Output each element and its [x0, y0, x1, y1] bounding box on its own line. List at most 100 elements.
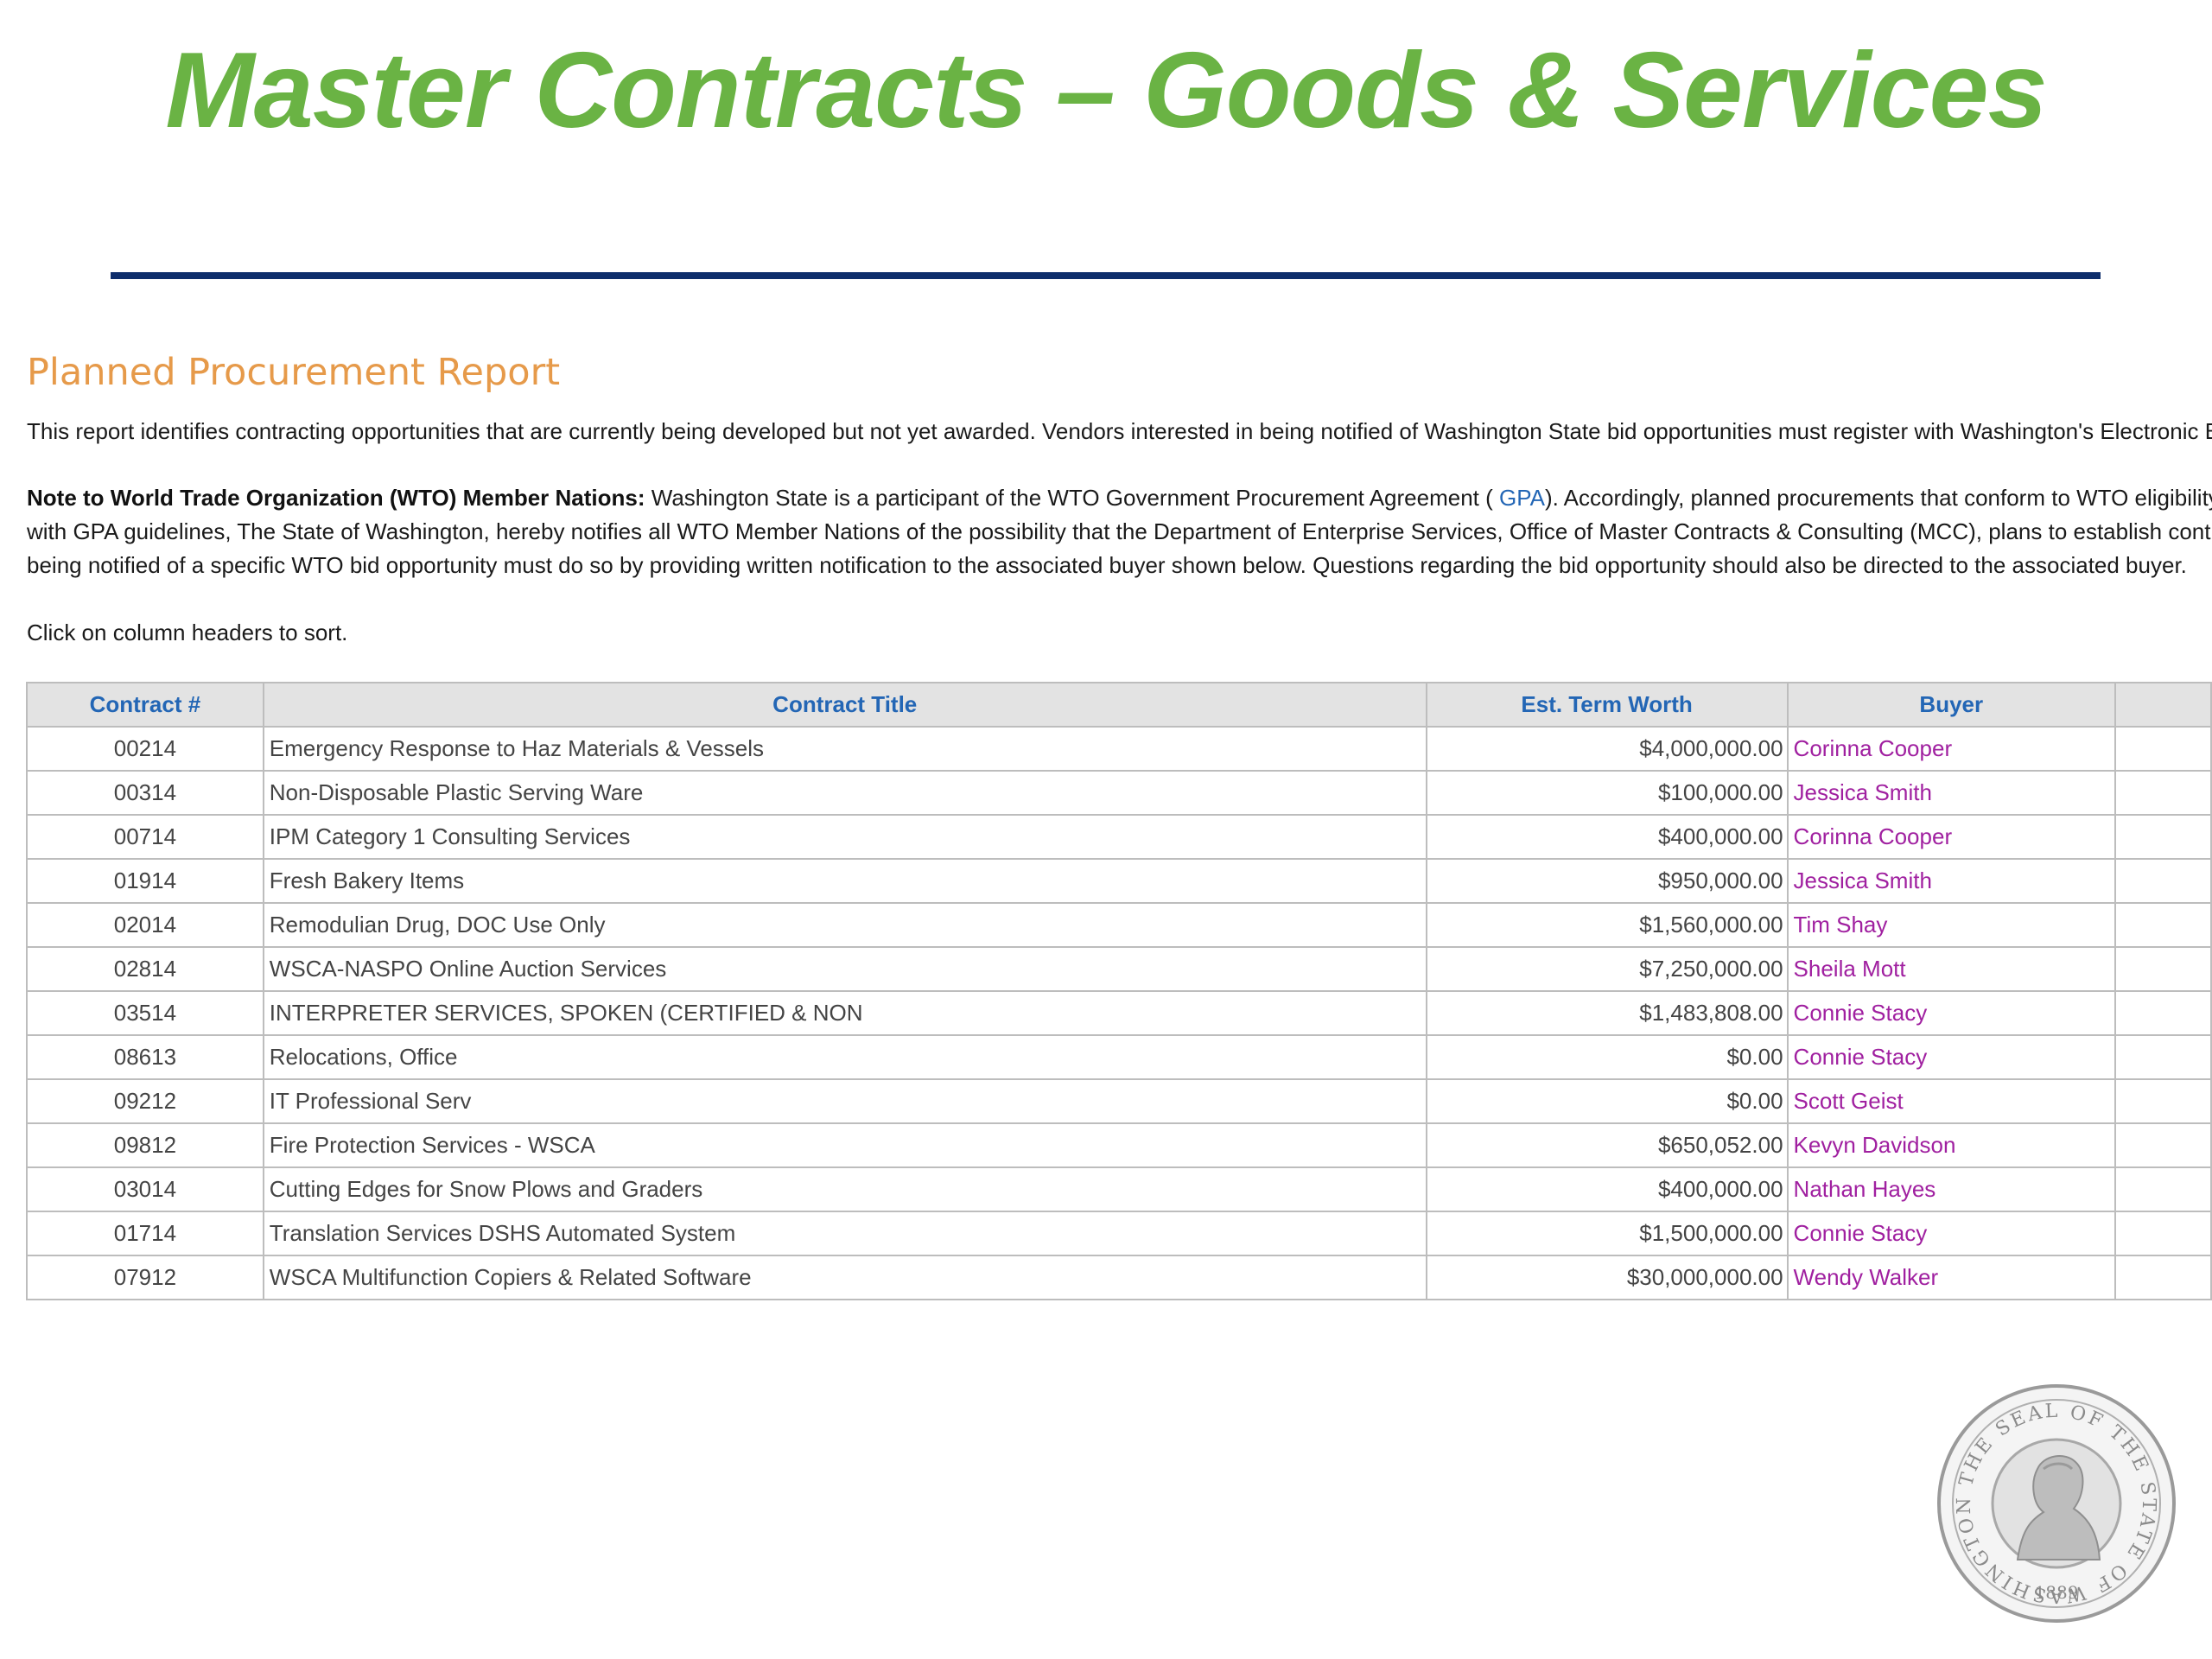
- contract-title-cell: WSCA-NASPO Online Auction Services: [262, 946, 1427, 992]
- contract-number-cell: 01714: [26, 1211, 264, 1256]
- column-header-contract-number[interactable]: Contract #: [26, 682, 264, 728]
- column-header-overflow[interactable]: [2114, 682, 2212, 728]
- contract-title-cell: Emergency Response to Haz Materials & Ve…: [262, 726, 1427, 772]
- table-row: 03014 Cutting Edges for Snow Plows and Gr…: [26, 1166, 2212, 1212]
- table-row: 01714 Translation Services DSHS Automated…: [26, 1211, 2212, 1256]
- contract-title-cell: IT Professional Serv: [262, 1078, 1427, 1124]
- buyer-link[interactable]: Nathan Hayes: [1786, 1166, 2117, 1212]
- overflow-cell: [2114, 946, 2212, 992]
- buyer-link[interactable]: Jessica Smith: [1786, 770, 2117, 816]
- contract-title-cell: Cutting Edges for Snow Plows and Graders: [262, 1166, 1427, 1212]
- table-row: 09212 IT Professional Serv $0.00 Scott Geis…: [26, 1078, 2212, 1124]
- term-worth-cell: $400,000.00: [1425, 1166, 1789, 1212]
- table-row: 01914 Fresh Bakery Items $950,000.00 Jessic…: [26, 858, 2212, 904]
- buyer-link[interactable]: Wendy Walker: [1786, 1255, 2117, 1300]
- overflow-cell: [2114, 1166, 2212, 1212]
- column-header-buyer[interactable]: Buyer: [1786, 682, 2117, 728]
- buyer-link[interactable]: Connie Stacy: [1786, 990, 2117, 1036]
- table-row: 03514 INTERPRETER SERVICES, SPOKEN (CERTI…: [26, 990, 2212, 1036]
- table-row: 00314 Non-Disposable Plastic Serving Ware…: [26, 770, 2212, 816]
- overflow-cell: [2114, 902, 2212, 948]
- table-row: 00714 IPM Category 1 Consulting Services $…: [26, 814, 2212, 860]
- term-worth-cell: $100,000.00: [1425, 770, 1789, 816]
- contract-number-cell: 03014: [26, 1166, 264, 1212]
- term-worth-cell: $1,500,000.00: [1425, 1211, 1789, 1256]
- table-header-row: Contract # Contract Title Est. Term Wort…: [26, 682, 2212, 728]
- wto-notice-line2: with GPA guidelines, The State of Washin…: [27, 518, 2212, 544]
- buyer-link[interactable]: Kevyn Davidson: [1786, 1122, 2117, 1168]
- term-worth-cell: $0.00: [1425, 1078, 1789, 1124]
- state-seal-logo: THE SEAL OF THE STATE OF WASHINGTON 1889: [1937, 1384, 2176, 1623]
- buyer-link[interactable]: Corinna Cooper: [1786, 726, 2117, 772]
- term-worth-cell: $0.00: [1425, 1034, 1789, 1080]
- page-title: Master Contracts – Goods & Services: [165, 31, 2047, 150]
- term-worth-cell: $30,000,000.00: [1425, 1255, 1789, 1300]
- contract-title-cell: Translation Services DSHS Automated Syst…: [262, 1211, 1427, 1256]
- term-worth-cell: $400,000.00: [1425, 814, 1789, 860]
- buyer-link[interactable]: Connie Stacy: [1786, 1211, 2117, 1256]
- contract-title-cell: Fire Protection Services - WSCA: [262, 1122, 1427, 1168]
- buyer-link[interactable]: Connie Stacy: [1786, 1034, 2117, 1080]
- term-worth-cell: $650,052.00: [1425, 1122, 1789, 1168]
- title-divider: [111, 272, 2101, 279]
- overflow-cell: [2114, 1078, 2212, 1124]
- overflow-cell: [2114, 1034, 2212, 1080]
- contract-number-cell: 00214: [26, 726, 264, 772]
- contract-number-cell: 00714: [26, 814, 264, 860]
- contract-number-cell: 09812: [26, 1122, 264, 1168]
- wto-notice-text-b: ). Accordingly, planned procurements tha…: [1544, 485, 2212, 511]
- svg-text:1889: 1889: [2035, 1582, 2079, 1603]
- contract-number-cell: 03514: [26, 990, 264, 1036]
- contract-number-cell: 01914: [26, 858, 264, 904]
- term-worth-cell: $7,250,000.00: [1425, 946, 1789, 992]
- contract-title-cell: Relocations, Office: [262, 1034, 1427, 1080]
- gpa-link[interactable]: GPA: [1498, 485, 1545, 511]
- term-worth-cell: $4,000,000.00: [1425, 726, 1789, 772]
- contract-title-cell: WSCA Multifunction Copiers & Related Sof…: [262, 1255, 1427, 1300]
- wto-notice-line1: Note to World Trade Organization (WTO) M…: [27, 481, 2212, 515]
- report-heading: Planned Procurement Report: [27, 351, 561, 394]
- overflow-cell: [2114, 726, 2212, 772]
- wto-notice-line3: being notified of a specific WTO bid opp…: [27, 552, 2187, 578]
- table-body: 00214 Emergency Response to Haz Materials…: [26, 726, 2212, 1300]
- table-row: 02014 Remodulian Drug, DOC Use Only $1,560…: [26, 902, 2212, 948]
- column-header-contract-title[interactable]: Contract Title: [262, 682, 1427, 728]
- table-row: 07912 WSCA Multifunction Copiers & Relate…: [26, 1255, 2212, 1300]
- buyer-link[interactable]: Jessica Smith: [1786, 858, 2117, 904]
- table-row: 00214 Emergency Response to Haz Materials…: [26, 726, 2212, 772]
- buyer-link[interactable]: Corinna Cooper: [1786, 814, 2117, 860]
- overflow-cell: [2114, 770, 2212, 816]
- wto-notice-label: Note to World Trade Organization (WTO) M…: [27, 485, 645, 511]
- table-row: 09812 Fire Protection Services - WSCA $650…: [26, 1122, 2212, 1168]
- column-header-est-term-worth[interactable]: Est. Term Worth: [1425, 682, 1789, 728]
- contract-title-cell: IPM Category 1 Consulting Services: [262, 814, 1427, 860]
- overflow-cell: [2114, 990, 2212, 1036]
- contract-number-cell: 02014: [26, 902, 264, 948]
- contract-title-cell: INTERPRETER SERVICES, SPOKEN (CERTIFIED …: [262, 990, 1427, 1036]
- contract-number-cell: 07912: [26, 1255, 264, 1300]
- contract-number-cell: 00314: [26, 770, 264, 816]
- table-row: 02814 WSCA-NASPO Online Auction Services $…: [26, 946, 2212, 992]
- overflow-cell: [2114, 814, 2212, 860]
- sort-hint: Click on column headers to sort.: [27, 620, 348, 645]
- term-worth-cell: $1,560,000.00: [1425, 902, 1789, 948]
- procurement-table: Contract # Contract Title Est. Term Wort…: [26, 682, 2212, 1300]
- overflow-cell: [2114, 1122, 2212, 1168]
- contract-title-cell: Fresh Bakery Items: [262, 858, 1427, 904]
- buyer-link[interactable]: Scott Geist: [1786, 1078, 2117, 1124]
- wto-notice-text-a: Washington State is a participant of the…: [651, 485, 1499, 511]
- buyer-link[interactable]: Tim Shay: [1786, 902, 2117, 948]
- buyer-link[interactable]: Sheila Mott: [1786, 946, 2117, 992]
- contract-title-cell: Remodulian Drug, DOC Use Only: [262, 902, 1427, 948]
- report-intro: This report identifies contracting oppor…: [27, 418, 2212, 444]
- term-worth-cell: $950,000.00: [1425, 858, 1789, 904]
- contract-number-cell: 02814: [26, 946, 264, 992]
- overflow-cell: [2114, 858, 2212, 904]
- term-worth-cell: $1,483,808.00: [1425, 990, 1789, 1036]
- contract-number-cell: 08613: [26, 1034, 264, 1080]
- overflow-cell: [2114, 1255, 2212, 1300]
- procurement-table-container: Contract # Contract Title Est. Term Wort…: [26, 682, 2212, 1300]
- contract-number-cell: 09212: [26, 1078, 264, 1124]
- contract-title-cell: Non-Disposable Plastic Serving Ware: [262, 770, 1427, 816]
- overflow-cell: [2114, 1211, 2212, 1256]
